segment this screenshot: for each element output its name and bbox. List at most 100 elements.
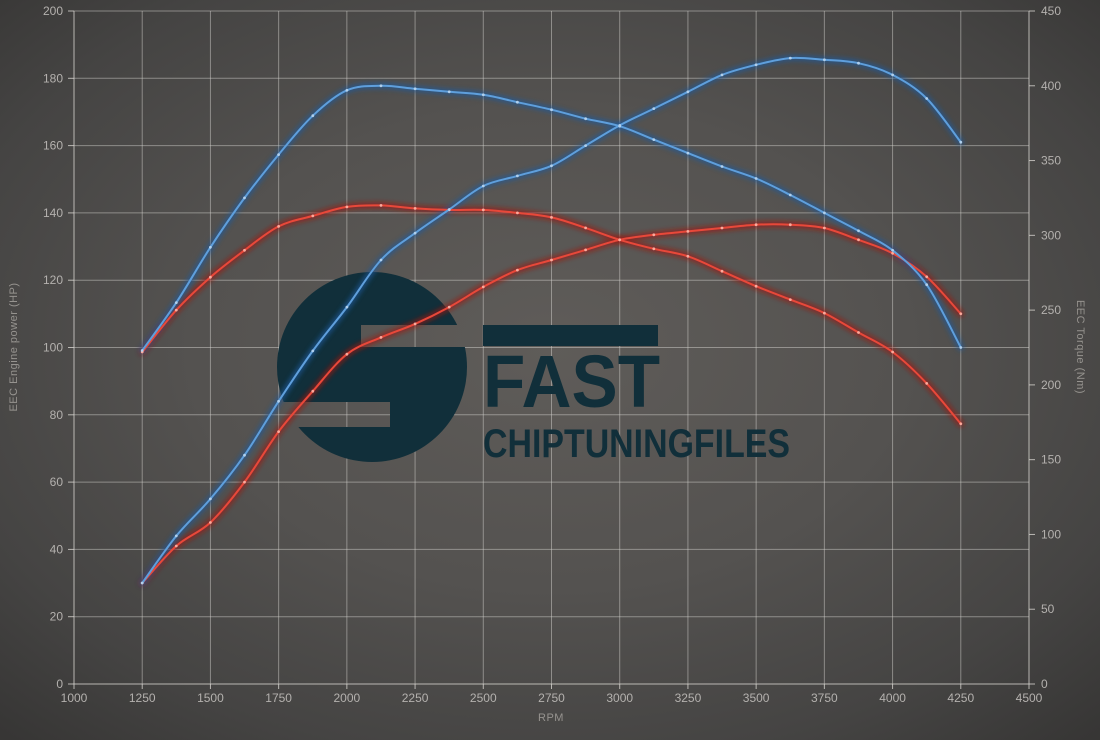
curve-power-blue-point: [447, 208, 451, 211]
curve-power-blue-point: [720, 73, 724, 77]
y-right-tick-label: 450: [1041, 4, 1061, 18]
x-tick-label: 2750: [538, 691, 565, 705]
curve-power-red-point: [652, 233, 656, 237]
y-right-tick-label: 100: [1041, 527, 1061, 541]
curve-power-red-point: [720, 226, 724, 230]
curve-power-blue-point: [311, 349, 315, 353]
curve-torque-blue-point: [209, 245, 212, 249]
watermark-bar: [483, 325, 658, 346]
curve-power-blue-point: [686, 90, 690, 94]
curve-power-blue-point: [140, 581, 144, 585]
curve-torque-blue-point: [686, 151, 690, 155]
curve-torque-red-point: [618, 238, 622, 242]
y-right-tick-label: 250: [1041, 303, 1061, 317]
curve-torque-blue-point: [481, 93, 485, 97]
curve-torque-blue-point: [311, 114, 315, 118]
curve-power-blue-point: [925, 97, 929, 100]
x-axis-title: RPM: [538, 712, 564, 724]
curve-power-red-point: [209, 521, 212, 524]
curve-power-blue-point: [413, 231, 417, 235]
curve-torque-red-point: [686, 254, 690, 258]
curve-torque-red-point: [754, 284, 758, 288]
curve-power-red-point: [413, 322, 417, 326]
y-left-tick-label: 100: [43, 341, 63, 355]
x-tick-label: 3750: [811, 691, 838, 705]
curve-torque-blue-point: [516, 100, 519, 104]
curve-torque-red-point: [925, 382, 929, 385]
curve-torque-red-point: [243, 248, 246, 252]
curve-torque-red-point: [652, 247, 656, 251]
curve-power-red-point: [174, 544, 178, 548]
y-left-tick-label: 140: [43, 206, 63, 220]
curve-power-blue-point: [481, 184, 485, 188]
curve-power-red-point: [959, 312, 963, 316]
watermark-brand-text: FAST: [483, 340, 660, 423]
watermark-logo: FAST CHIPTUNINGFILES: [277, 272, 790, 466]
curve-torque-red-point: [857, 331, 860, 334]
curve-power-blue-point: [788, 56, 792, 60]
curve-power-blue-point: [959, 140, 963, 144]
curve-power-red-point: [345, 352, 349, 356]
curve-torque-blue-point: [925, 283, 929, 287]
curve-power-blue-point: [516, 174, 519, 178]
curve-torque-red-point: [311, 214, 315, 218]
curve-power-red-point: [584, 248, 587, 252]
curve-torque-red-point: [516, 211, 519, 215]
curve-power-blue-point: [277, 399, 280, 403]
curve-power-blue-point: [243, 453, 246, 457]
curve-power-red-point: [516, 268, 519, 272]
curve-torque-blue-point: [243, 196, 246, 200]
x-tick-label: 2250: [402, 691, 429, 705]
x-tick-label: 3000: [606, 691, 633, 705]
y-left-tick-label: 20: [50, 610, 64, 624]
curve-torque-blue-point: [788, 193, 792, 197]
y-right-tick-label: 400: [1041, 79, 1061, 93]
curve-torque-blue-point: [277, 153, 280, 157]
curve-power-red-point: [925, 275, 929, 279]
curve-power-blue-point: [652, 107, 656, 110]
curve-torque-red-point: [823, 311, 826, 315]
curve-torque-red-point: [174, 308, 178, 312]
x-tick-label: 2500: [470, 691, 497, 705]
curve-power-red-point: [379, 336, 383, 339]
curve-power-blue-point: [209, 497, 212, 501]
y-left-tick-label: 200: [43, 4, 63, 18]
x-tick-label: 4500: [1016, 691, 1043, 705]
curve-torque-red-point: [720, 269, 724, 273]
curve-power-blue-point: [857, 61, 860, 65]
curve-power-blue-point: [891, 73, 894, 77]
y-right-tick-label: 50: [1041, 602, 1055, 616]
curve-power-blue-point: [754, 63, 758, 67]
y-right-tick-label: 350: [1041, 154, 1061, 168]
curve-power-red-point: [686, 230, 690, 233]
curve-power-red-point: [550, 258, 553, 262]
x-tick-label: 4000: [879, 691, 906, 705]
curve-torque-blue-point: [720, 165, 724, 168]
y-left-tick-label: 160: [43, 139, 63, 153]
curve-power-red-point: [891, 251, 894, 255]
curve-torque-blue-point: [754, 177, 758, 180]
curve-torque-red-point: [959, 422, 963, 426]
curve-torque-blue-point: [550, 108, 553, 112]
curve-torque-red-point: [345, 205, 349, 209]
y-right-tick-label: 300: [1041, 228, 1061, 242]
watermark-brand-sub-text: CHIPTUNINGFILES: [483, 422, 790, 466]
curve-torque-blue-point: [447, 90, 451, 94]
curve-power-blue-point: [379, 258, 383, 262]
curve-torque-blue-point: [618, 124, 622, 128]
y-left-tick-label: 60: [50, 475, 64, 489]
curve-torque-blue-point: [891, 248, 894, 252]
curve-power-red-point: [788, 223, 792, 227]
curve-power-red-point: [857, 238, 860, 242]
y-left-tick-label: 120: [43, 273, 63, 287]
x-tick-label: 4250: [947, 691, 974, 705]
curve-power-blue-point: [174, 534, 178, 538]
curve-torque-red-point: [550, 216, 553, 219]
curve-torque-red-point: [891, 350, 894, 354]
x-tick-label: 3500: [743, 691, 770, 705]
curve-torque-red-point: [277, 225, 280, 228]
curve-power-red-point: [311, 389, 315, 393]
y-right-tick-label: 150: [1041, 453, 1061, 467]
y-left-axis-title: EEC Engine power (HP): [8, 282, 20, 411]
